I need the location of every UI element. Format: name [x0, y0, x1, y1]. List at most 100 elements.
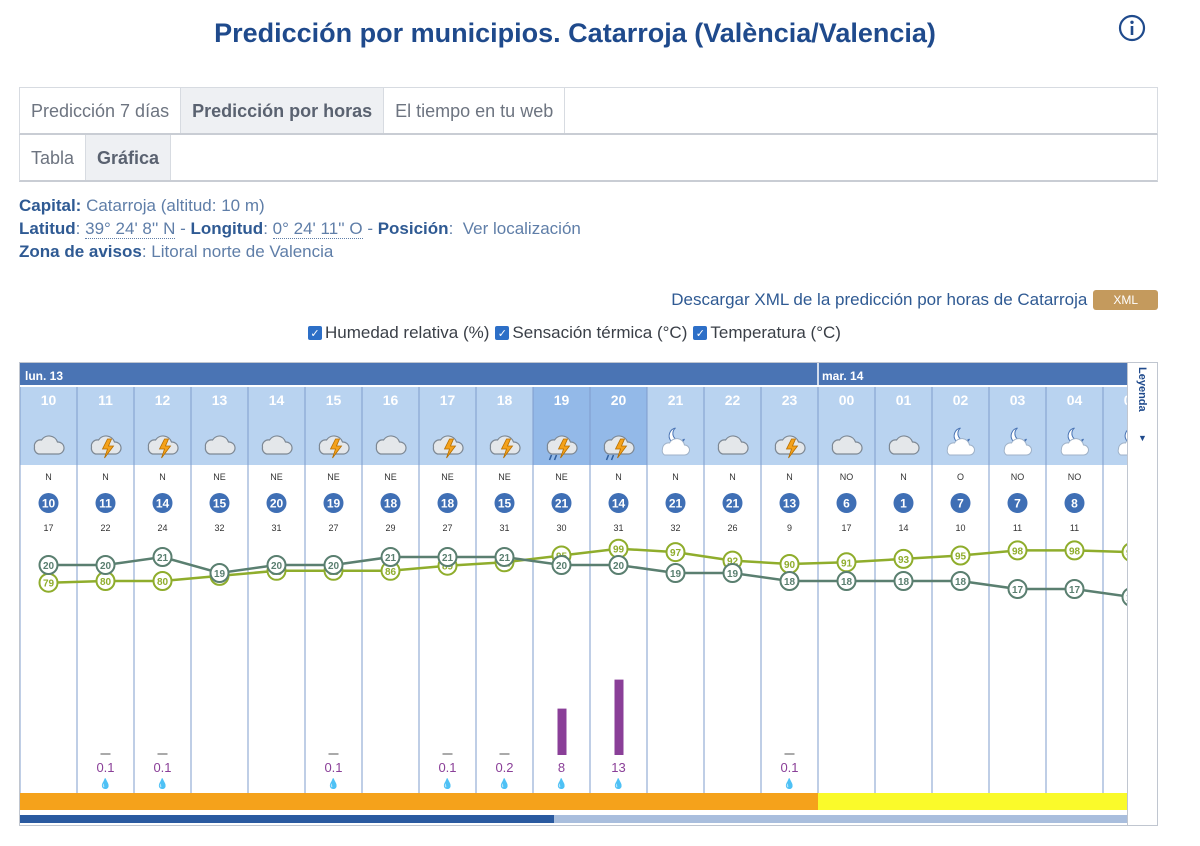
storm-icon [489, 435, 521, 459]
wind-gust: 27 [442, 523, 452, 533]
series-toggles: ✓ Humedad relativa (%) ✓ Sensación térmica… [308, 323, 841, 343]
hour-label: 13 [212, 392, 228, 408]
humidity-value: 97 [1126, 548, 1127, 559]
temperature-point [494, 547, 515, 567]
humidity-toggle-label: Humedad relativa (%) [325, 323, 490, 342]
warning-level-cell [1046, 793, 1103, 810]
zone-label: Zona de avisos [19, 242, 142, 261]
warning-level-cell [476, 793, 533, 810]
hour-label: 14 [269, 392, 285, 408]
precip-value: 0.1 [438, 760, 456, 775]
ver-localizacion-link[interactable]: Ver localización [462, 219, 581, 238]
hour-label: 02 [953, 392, 969, 408]
temperature-value: 20 [43, 561, 55, 572]
warning-level-cell [590, 793, 647, 810]
wind-gust: 26 [727, 523, 737, 533]
rain-drops-icon: 💧 [99, 777, 111, 790]
hour-label: 00 [839, 392, 855, 408]
storm-icon [147, 435, 179, 459]
storm-rain-icon [546, 435, 578, 461]
wind-speed: 14 [156, 497, 170, 511]
warning-level-cell [191, 793, 248, 810]
precip-value: 13 [611, 760, 625, 775]
legend-arrow-icon: ▼ [1138, 433, 1147, 443]
wind-speed: 1 [900, 497, 907, 511]
temperature-value: 19 [670, 569, 682, 580]
tab-tiempo-en-tu-web[interactable]: El tiempo en tu web [384, 88, 566, 133]
temperature-value: 21 [442, 553, 454, 564]
wind-speed: 19 [327, 497, 341, 511]
rain-drops-icon: 💧 [441, 777, 453, 790]
cloudy-icon [33, 435, 65, 455]
warning-level-cell [77, 793, 134, 810]
humidity-value: 80 [157, 577, 169, 588]
precip-bar [614, 679, 624, 755]
xml-download-link[interactable]: Descargar XML de la predicción por horas… [671, 290, 1088, 309]
wind-speed: 11 [99, 497, 112, 511]
temperature-toggle[interactable]: ✓ Temperatura (°C) [693, 323, 841, 343]
rain-drops-icon: 💧 [327, 777, 339, 790]
humidity-point [665, 542, 686, 563]
wind-gust: 22 [100, 523, 110, 533]
humidity-toggle[interactable]: ✓ Humedad relativa (%) [308, 323, 489, 343]
temperature-point [38, 555, 59, 575]
precip-bar [557, 708, 567, 755]
tab-prediccion-7-dias[interactable]: Predicción 7 días [20, 88, 182, 133]
wind-direction: N [102, 472, 109, 482]
wind-speed: 15 [213, 497, 227, 511]
day-label: mar. 14 [822, 369, 864, 383]
wind-speed-circle [779, 493, 800, 513]
checkbox-feels-like[interactable]: ✓ [495, 326, 510, 340]
temperature-value: 21 [499, 553, 511, 564]
wind-speed-circle [209, 493, 230, 513]
wind-gust: 11 [1013, 523, 1022, 533]
temperature-point [950, 571, 971, 591]
checkbox-temperature[interactable]: ✓ [693, 326, 708, 340]
tab-prediccion-por-horas[interactable]: Predicción por horas [181, 88, 385, 133]
checkbox-humidity[interactable]: ✓ [308, 326, 322, 340]
hour-label: 21 [668, 392, 684, 408]
hour-label: 03 [1010, 392, 1026, 408]
humidity-point [950, 545, 971, 566]
wind-gust: 29 [385, 523, 395, 533]
legend-toggle[interactable]: Leyenda ▼ [1127, 363, 1157, 825]
humidity-value: 93 [898, 555, 910, 566]
rain-drops-icon: 💧 [612, 777, 624, 790]
wind-direction: NO [1068, 472, 1082, 482]
wind-speed-circle [1064, 493, 1085, 513]
capital-value: Catarroja (altitud: 10 m) [86, 196, 265, 215]
wind-gust: 32 [214, 523, 224, 533]
storm-icon [774, 435, 806, 459]
wind-speed-circle [95, 493, 116, 513]
warning-level-cell [704, 793, 761, 810]
temperature-value: 21 [385, 553, 397, 564]
temperature-point [95, 555, 116, 575]
temperature-point [722, 563, 743, 583]
day-header-bar [20, 363, 1127, 385]
warning-level-cell [419, 793, 476, 810]
wind-speed: 21 [726, 497, 740, 511]
scrollbar-thumb [20, 815, 554, 823]
latitude-label: Latitud [19, 219, 76, 238]
temperature-value: 18 [841, 577, 853, 588]
wind-speed: 6 [843, 497, 850, 511]
tab-grafica[interactable]: Gráfica [86, 135, 172, 180]
wind-speed-circle [551, 493, 572, 513]
wind-direction: N [45, 472, 52, 482]
wind-speed-circle [323, 493, 344, 513]
storm-icon [318, 435, 350, 459]
wind-speed-circle [380, 493, 401, 513]
precip-value: 0.1 [153, 760, 171, 775]
hour-label: 05 [1124, 392, 1127, 408]
hourly-chart[interactable]: lun. 13 mar. 14 10 11 12 13 14 15 16 17 18 19 20 21 2… [19, 362, 1158, 826]
temperature-value: 19 [727, 569, 739, 580]
wind-speed: 13 [783, 497, 797, 511]
xml-badge-button[interactable]: XML [1093, 290, 1158, 310]
hour-label: 12 [155, 392, 171, 408]
info-icon[interactable] [1118, 14, 1146, 42]
warning-level-cell [248, 793, 305, 810]
temperature-value: 21 [157, 553, 169, 564]
feels-like-toggle[interactable]: ✓ Sensación térmica (°C) [495, 323, 687, 343]
tab-tabla[interactable]: Tabla [20, 135, 87, 180]
